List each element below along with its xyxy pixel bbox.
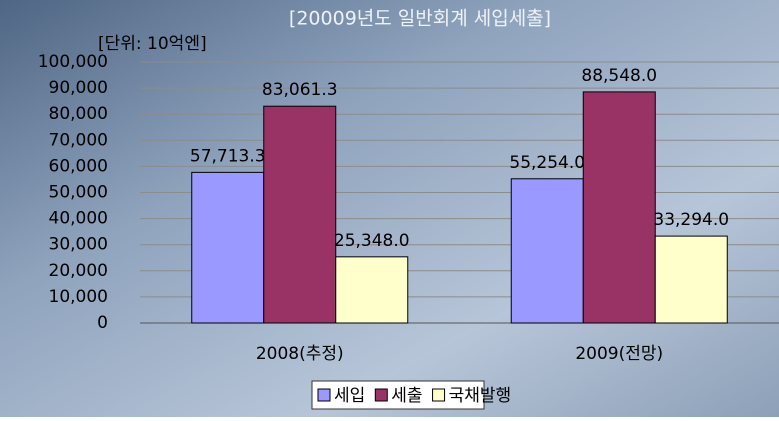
y-tick-label: 50,000 — [49, 183, 108, 203]
y-tick-label: 60,000 — [49, 156, 108, 176]
legend-label: 국채발행 — [449, 386, 512, 406]
value-label: 88,548.0 — [581, 66, 657, 86]
y-tick-label: 10,000 — [49, 287, 108, 307]
value-label: 83,061.3 — [262, 80, 338, 100]
legend-swatch — [374, 388, 388, 402]
unit-label: [단위: 10억엔] — [98, 34, 207, 54]
y-tick-label: 90,000 — [49, 78, 108, 98]
y-tick-label: 20,000 — [49, 261, 108, 281]
bar — [335, 256, 409, 324]
bar — [582, 91, 656, 324]
value-label: 55,254.0 — [509, 153, 585, 173]
legend-label: 세출 — [391, 386, 422, 406]
value-label: 33,294.0 — [653, 210, 729, 230]
bar — [654, 235, 728, 324]
y-tick-label: 30,000 — [49, 235, 108, 255]
legend-label: 세입 — [334, 386, 365, 406]
x-tick-label: 2008(추정) — [256, 344, 344, 364]
bar — [510, 178, 584, 324]
y-tick-label: 40,000 — [49, 209, 108, 229]
y-tick-label: 80,000 — [49, 104, 108, 124]
value-label: 25,348.0 — [334, 231, 410, 251]
value-label: 57,713.3 — [190, 146, 266, 166]
x-tick-label: 2009(전망) — [575, 344, 663, 364]
y-tick-label: 100,000 — [38, 52, 108, 72]
bar — [263, 105, 337, 324]
chart-title: [20009년도 일반회계 세입세출] — [289, 8, 551, 30]
legend-swatch — [432, 388, 446, 402]
bar — [191, 171, 265, 324]
y-tick-label: 70,000 — [49, 130, 108, 150]
legend-swatch — [317, 388, 331, 402]
legend-box — [311, 380, 485, 410]
y-tick-label: 0 — [97, 313, 108, 333]
